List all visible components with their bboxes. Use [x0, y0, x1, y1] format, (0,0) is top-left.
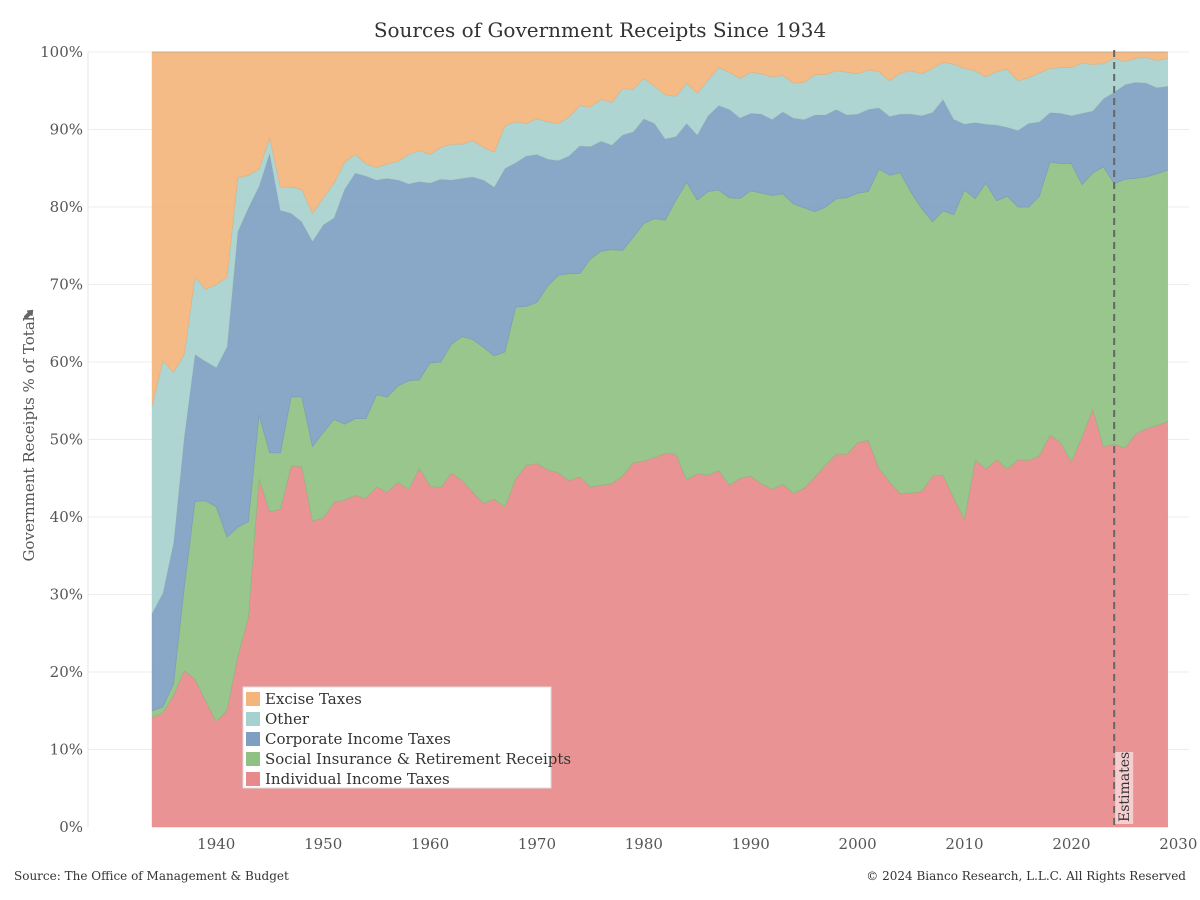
area-excise-taxes: [151, 51, 1168, 406]
y-tick-label: 40%: [50, 508, 83, 526]
x-tick-label: 2000: [839, 835, 877, 853]
x-tick-label: 1940: [197, 835, 235, 853]
x-axis-ticks: 1940 1950 1960 1970 1980 1990 2000 2010 2020 2030: [197, 835, 1197, 853]
legend-swatch: [246, 732, 260, 746]
y-tick-label: 30%: [50, 586, 83, 604]
copyright-note: © 2024 Bianco Research, L.L.C. All Right…: [866, 869, 1186, 883]
legend-label: Other: [265, 710, 310, 728]
estimates-label-background: [1115, 752, 1134, 824]
x-tick-label: 2010: [945, 835, 983, 853]
pin-icon: [24, 309, 34, 319]
y-tick-label: 50%: [50, 431, 83, 449]
legend: Excise Taxes Other Corporate Income Taxes S…: [242, 686, 571, 789]
source-note: Source: The Office of Management & Budge…: [14, 869, 289, 883]
y-tick-label: 10%: [50, 741, 83, 759]
legend-swatch: [246, 752, 260, 766]
x-tick-label: 1970: [518, 835, 556, 853]
legend-label: Social Insurance & Retirement Receipts: [265, 750, 571, 768]
x-tick-label: 1960: [411, 835, 449, 853]
y-tick-label: 90%: [50, 121, 83, 139]
x-tick-label: 1950: [304, 835, 342, 853]
y-axis-label: Government Receipts % of Total: [20, 316, 38, 561]
legend-box: [242, 686, 552, 789]
x-tick-label: 1980: [625, 835, 663, 853]
chart-title: Sources of Government Receipts Since 193…: [374, 18, 826, 42]
y-tick-label: 0%: [59, 818, 83, 836]
legend-label: Individual Income Taxes: [265, 770, 450, 788]
legend-label: Corporate Income Taxes: [265, 730, 451, 748]
x-tick-label: 2020: [1052, 835, 1090, 853]
estimates-label: Estimates: [1117, 752, 1133, 822]
legend-label: Excise Taxes: [265, 690, 362, 708]
x-tick-label: 2030: [1159, 835, 1197, 853]
y-tick-label: 60%: [50, 353, 83, 371]
legend-swatch: [246, 772, 260, 786]
legend-swatch: [246, 712, 260, 726]
y-tick-label: 100%: [40, 43, 83, 61]
x-tick-label: 1990: [732, 835, 770, 853]
y-tick-label: 20%: [50, 663, 83, 681]
y-axis-ticks: 0% 10% 20% 30% 40% 50% 60% 70% 80% 90% 100%: [40, 43, 83, 836]
legend-swatch: [246, 692, 260, 706]
y-tick-label: 70%: [50, 276, 83, 294]
y-tick-label: 80%: [50, 198, 83, 216]
estimates-annotation: Estimates: [1113, 50, 1134, 827]
